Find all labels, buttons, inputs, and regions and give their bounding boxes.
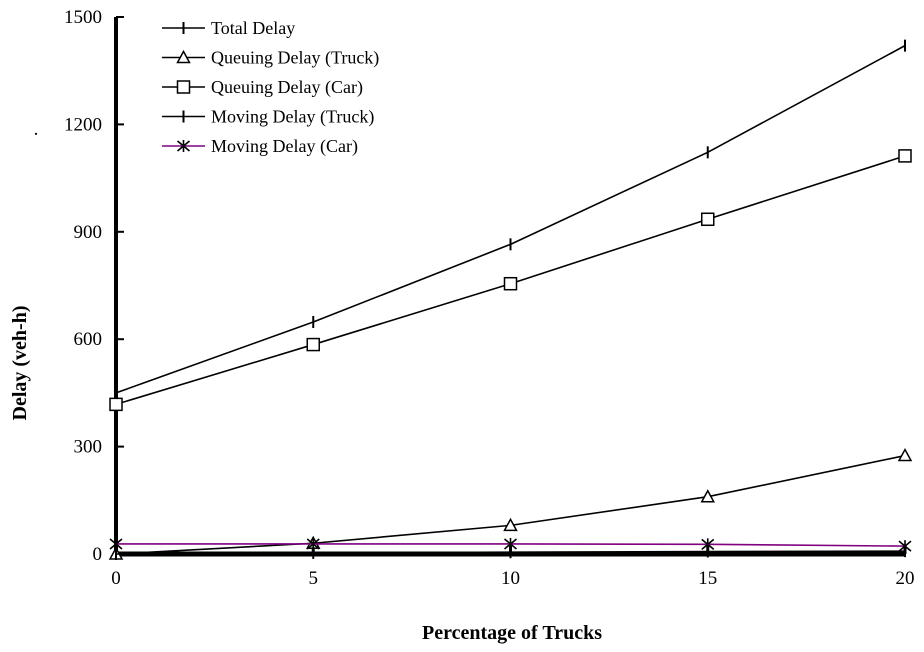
legend-label: Total Delay xyxy=(211,18,295,38)
series-group xyxy=(108,39,913,560)
legend-label: Moving Delay (Truck) xyxy=(211,107,374,128)
x-tick-label: 10 xyxy=(501,568,520,589)
legend-label: Queuing Delay (Car) xyxy=(211,77,363,98)
x-tick-label: 15 xyxy=(698,568,717,589)
data-point xyxy=(898,149,912,163)
data-point xyxy=(503,517,518,532)
data-point xyxy=(503,276,518,291)
y-tick-label: 1500 xyxy=(64,7,102,28)
data-point xyxy=(306,337,320,352)
stray-mark: . xyxy=(34,119,39,140)
asterisk-stroke xyxy=(503,538,518,550)
data-point xyxy=(503,537,518,550)
x-tick-label: 0 xyxy=(111,568,121,589)
legend-item: Moving Delay (Car) xyxy=(162,136,358,157)
y-tick-label: 1200 xyxy=(64,114,102,135)
series-moving-delay-car xyxy=(109,537,912,553)
x-axis-title: Percentage of Trucks xyxy=(422,622,602,644)
legend-item: Queuing Delay (Car) xyxy=(162,77,363,98)
data-point xyxy=(176,80,191,94)
y-tick-label: 300 xyxy=(74,437,103,458)
y-tick-label: 0 xyxy=(93,544,103,565)
data-point xyxy=(701,538,715,551)
x-tick-label: 20 xyxy=(896,568,915,589)
asterisk-stroke xyxy=(109,538,123,550)
y-tick-label: 900 xyxy=(74,222,103,243)
data-point xyxy=(176,49,191,64)
data-point xyxy=(898,540,912,553)
asterisk-stroke xyxy=(306,538,320,550)
data-point xyxy=(306,537,320,550)
axes: 0 300 600 900 1200 1500 0 5 10 15 20 xyxy=(64,7,915,589)
data-point xyxy=(109,537,123,550)
legend: Total Delay Queuing Delay (Truck) Queuing … xyxy=(162,18,379,157)
data-point xyxy=(109,397,123,412)
legend-label: Moving Delay (Car) xyxy=(211,136,358,157)
data-point xyxy=(701,212,715,227)
x-tick-label: 5 xyxy=(309,568,319,589)
asterisk-stroke xyxy=(176,140,191,152)
legend-label: Queuing Delay (Truck) xyxy=(211,48,379,69)
data-point xyxy=(176,140,191,152)
series-line xyxy=(115,44,906,394)
y-axis-title: Delay (veh-h) xyxy=(9,306,31,421)
series-total-delay xyxy=(115,39,906,399)
y-tick-label: 600 xyxy=(74,329,103,350)
data-point xyxy=(897,447,913,462)
legend-item: Total Delay xyxy=(162,18,295,38)
data-point xyxy=(700,489,716,503)
legend-item: Moving Delay (Truck) xyxy=(162,107,374,128)
legend-item: Queuing Delay (Truck) xyxy=(162,48,379,69)
series-queuing-delay-car xyxy=(109,149,912,412)
asterisk-stroke xyxy=(898,540,912,552)
asterisk-stroke xyxy=(701,538,715,550)
